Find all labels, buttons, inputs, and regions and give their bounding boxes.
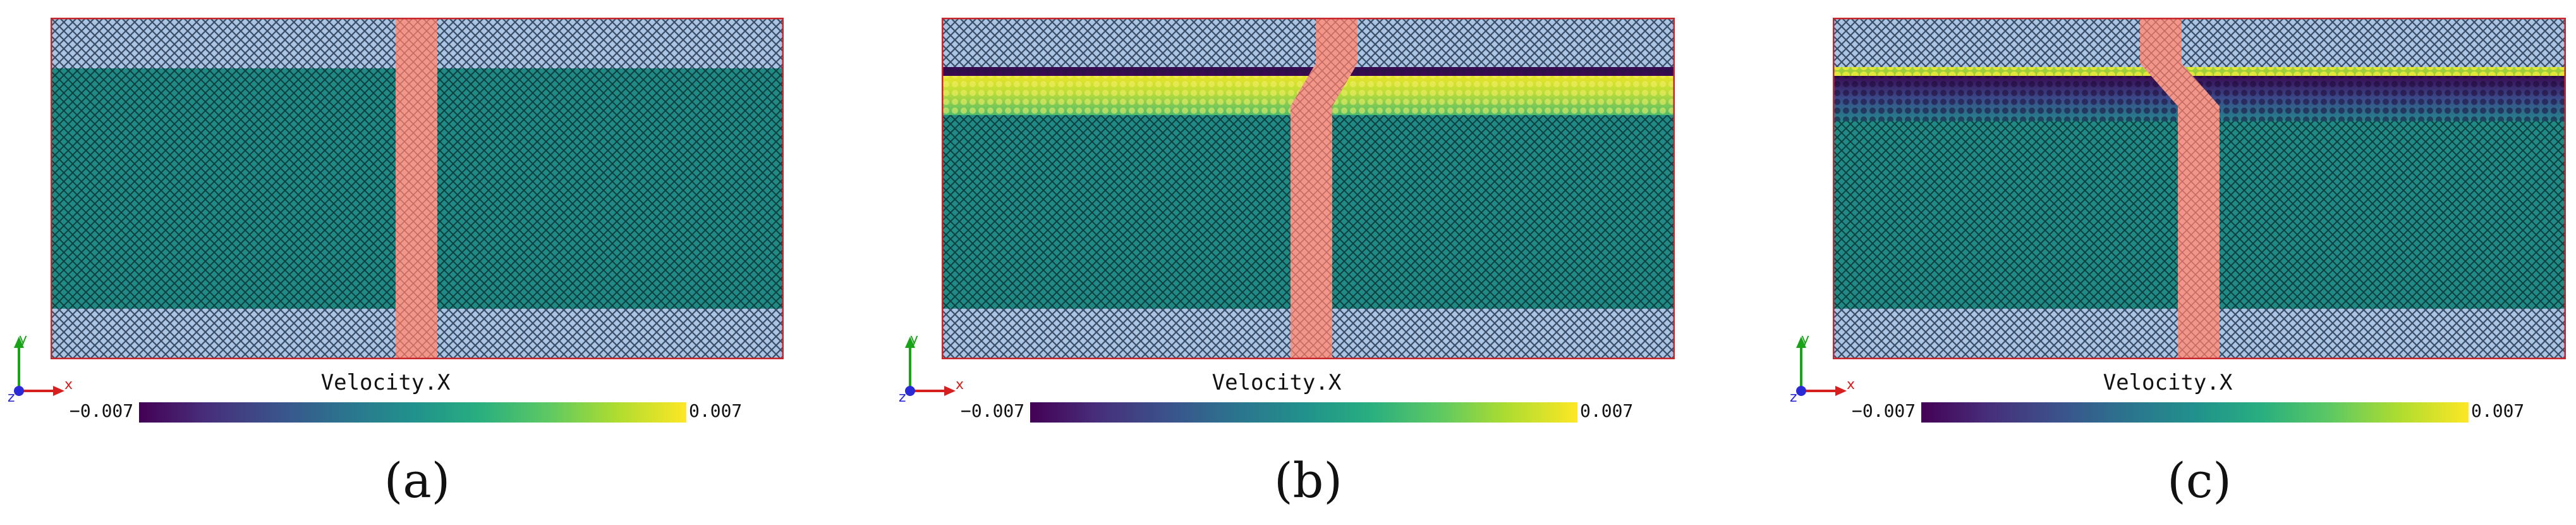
colorbar-title: Velocity.X (2103, 370, 2233, 395)
top-slab (1833, 18, 2566, 68)
axis-label-y: y (910, 331, 919, 347)
colorbar-title: Velocity.X (320, 370, 451, 395)
axis-label-z: z (8, 390, 15, 405)
axis-label-z: z (899, 390, 906, 405)
marker-column (396, 18, 437, 359)
simulation-box (1833, 18, 2566, 359)
colorbar (139, 402, 686, 423)
top-slab (942, 18, 1675, 68)
axis-triad: y x z (897, 328, 973, 405)
axis-label-x: x (1847, 377, 1856, 393)
panel-label: (b) (1274, 452, 1342, 509)
panel-label: (a) (384, 452, 451, 509)
colorbar (1030, 402, 1577, 423)
purple-atom-row (942, 67, 1675, 76)
simulation-snapshot (1833, 18, 2566, 359)
axis-label-y: y (1801, 331, 1810, 347)
colorbar (1921, 402, 2469, 423)
panel-c: y x z Velocity.X −0.007 0.007 (c) (1789, 0, 2576, 525)
colorbar-min-label: −0.007 (70, 400, 134, 421)
simulation-snapshot (51, 18, 784, 359)
colorbar-max-label: 0.007 (689, 400, 743, 421)
yellow-atom-row (1833, 67, 2566, 76)
colorbar-min-label: −0.007 (961, 400, 1025, 421)
axis-label-x: x (64, 377, 73, 393)
colorbar-max-label: 0.007 (2471, 400, 2525, 421)
axis-triad: y x z (1789, 328, 1864, 405)
marker-column (2140, 18, 2220, 359)
axis-label-x: x (956, 377, 964, 393)
panel-b: y x z Velocity.X −0.007 0.007 (b) (897, 0, 1719, 525)
colorbar-max-label: 0.007 (1580, 400, 1634, 421)
simulation-snapshot (942, 18, 1675, 359)
marker-column (1291, 18, 1358, 359)
panel-a: y x z Velocity.X −0.007 0.007 (a) (6, 0, 828, 525)
simulation-box (51, 18, 784, 359)
simulation-box (942, 18, 1675, 359)
axis-label-z: z (1790, 390, 1797, 405)
colorbar-title: Velocity.X (1212, 370, 1342, 395)
axis-label-y: y (19, 331, 28, 347)
panel-label: (c) (2167, 452, 2232, 509)
axis-triad: y x z (6, 328, 82, 405)
colorbar-min-label: −0.007 (1852, 400, 1916, 421)
